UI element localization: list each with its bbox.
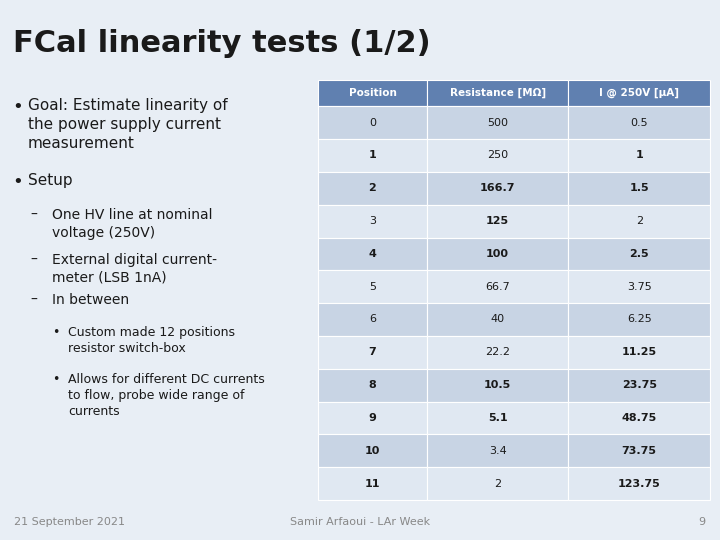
- Text: •: •: [12, 98, 23, 116]
- Text: –: –: [30, 208, 37, 222]
- Text: Resistance [MΩ]: Resistance [MΩ]: [449, 88, 546, 98]
- Bar: [427, 172, 569, 205]
- Bar: [318, 271, 427, 303]
- Text: 123.75: 123.75: [618, 478, 660, 489]
- Text: 0: 0: [369, 118, 376, 127]
- Text: 2: 2: [636, 216, 643, 226]
- Text: 22.2: 22.2: [485, 347, 510, 357]
- Bar: [427, 139, 569, 172]
- Text: 10.5: 10.5: [484, 380, 511, 390]
- Bar: [318, 467, 427, 500]
- Text: Setup: Setup: [28, 173, 73, 188]
- Text: 11: 11: [365, 478, 380, 489]
- Text: Custom made 12 positions
resistor switch-box: Custom made 12 positions resistor switch…: [68, 326, 235, 355]
- Text: 5.1: 5.1: [488, 413, 508, 423]
- Text: 3.75: 3.75: [627, 282, 652, 292]
- Text: Position: Position: [348, 89, 397, 98]
- Bar: [569, 303, 710, 336]
- Bar: [427, 402, 569, 434]
- Bar: [318, 336, 427, 369]
- Bar: [427, 238, 569, 271]
- Bar: [318, 106, 427, 139]
- Text: 3: 3: [369, 216, 376, 226]
- Text: 10: 10: [365, 446, 380, 456]
- Text: Allows for different DC currents
to flow, probe wide range of
currents: Allows for different DC currents to flow…: [68, 373, 265, 418]
- Bar: [318, 402, 427, 434]
- Bar: [569, 369, 710, 402]
- Bar: [318, 80, 427, 106]
- Bar: [427, 467, 569, 500]
- Text: 100: 100: [486, 249, 509, 259]
- Text: 9: 9: [698, 517, 706, 528]
- Bar: [318, 139, 427, 172]
- Bar: [318, 238, 427, 271]
- Text: Samir Arfaoui - LAr Week: Samir Arfaoui - LAr Week: [290, 517, 430, 528]
- Text: 166.7: 166.7: [480, 183, 516, 193]
- Text: 1: 1: [635, 151, 643, 160]
- Bar: [569, 139, 710, 172]
- Bar: [427, 271, 569, 303]
- Text: •: •: [52, 373, 59, 386]
- Text: 40: 40: [490, 314, 505, 325]
- Text: 2: 2: [494, 478, 501, 489]
- Bar: [569, 80, 710, 106]
- Bar: [318, 205, 427, 238]
- Text: 5: 5: [369, 282, 376, 292]
- Text: –: –: [30, 293, 37, 307]
- Text: –: –: [30, 253, 37, 267]
- Text: 4: 4: [369, 249, 377, 259]
- Text: 2.5: 2.5: [629, 249, 649, 259]
- Bar: [569, 106, 710, 139]
- Text: 0.5: 0.5: [631, 118, 648, 127]
- Bar: [427, 336, 569, 369]
- Bar: [318, 369, 427, 402]
- Text: In between: In between: [52, 293, 129, 307]
- Bar: [318, 434, 427, 467]
- Bar: [569, 271, 710, 303]
- Text: I @ 250V [μA]: I @ 250V [μA]: [599, 88, 679, 98]
- Bar: [427, 369, 569, 402]
- Text: 9: 9: [369, 413, 377, 423]
- Text: 1: 1: [369, 151, 377, 160]
- Bar: [427, 106, 569, 139]
- Text: 21 September 2021: 21 September 2021: [14, 517, 125, 528]
- Text: 11.25: 11.25: [621, 347, 657, 357]
- Text: 6.25: 6.25: [627, 314, 652, 325]
- Text: One HV line at nominal
voltage (250V): One HV line at nominal voltage (250V): [52, 208, 212, 240]
- Text: 7: 7: [369, 347, 377, 357]
- Bar: [318, 303, 427, 336]
- Text: 2: 2: [369, 183, 377, 193]
- Bar: [569, 467, 710, 500]
- Text: 66.7: 66.7: [485, 282, 510, 292]
- Text: •: •: [12, 173, 23, 191]
- Text: 125: 125: [486, 216, 509, 226]
- Text: 3.4: 3.4: [489, 446, 507, 456]
- Text: 1.5: 1.5: [629, 183, 649, 193]
- Text: 8: 8: [369, 380, 377, 390]
- Bar: [427, 434, 569, 467]
- Bar: [427, 303, 569, 336]
- Text: External digital current-
meter (LSB 1nA): External digital current- meter (LSB 1nA…: [52, 253, 217, 285]
- Bar: [569, 434, 710, 467]
- Text: 250: 250: [487, 151, 508, 160]
- Text: 500: 500: [487, 118, 508, 127]
- Bar: [427, 80, 569, 106]
- Bar: [569, 205, 710, 238]
- Text: FCal linearity tests (1/2): FCal linearity tests (1/2): [13, 29, 431, 58]
- Bar: [569, 238, 710, 271]
- Text: •: •: [52, 326, 59, 339]
- Text: 23.75: 23.75: [622, 380, 657, 390]
- Text: Goal: Estimate linearity of
the power supply current
measurement: Goal: Estimate linearity of the power su…: [28, 98, 228, 151]
- Bar: [318, 172, 427, 205]
- Bar: [569, 172, 710, 205]
- Text: 48.75: 48.75: [621, 413, 657, 423]
- Text: 73.75: 73.75: [622, 446, 657, 456]
- Bar: [427, 205, 569, 238]
- Bar: [569, 402, 710, 434]
- Bar: [569, 336, 710, 369]
- Text: 6: 6: [369, 314, 376, 325]
